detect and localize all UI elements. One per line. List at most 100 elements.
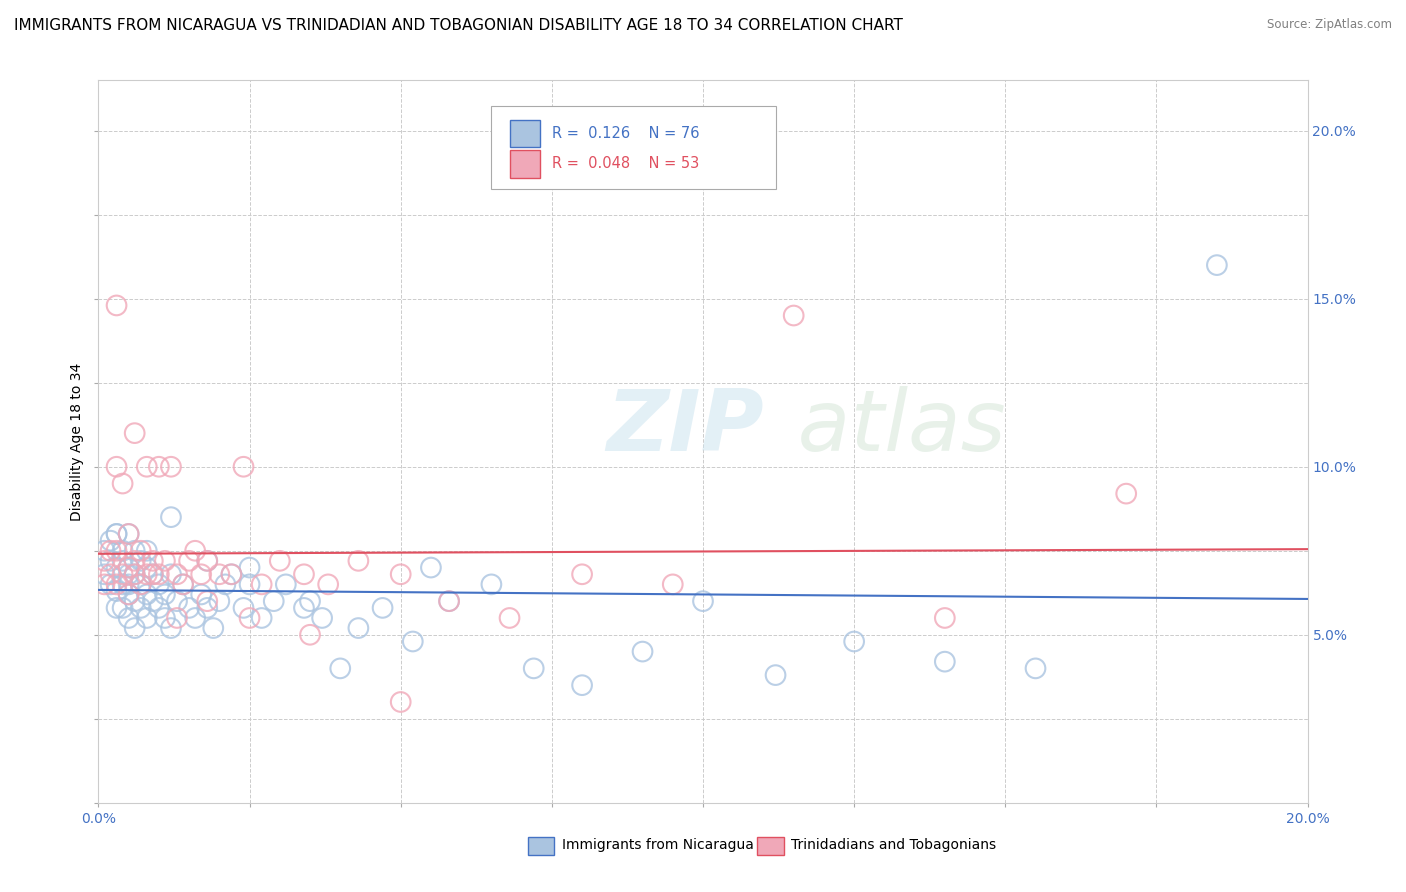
- Point: [111, 554, 134, 568]
- Point: [124, 426, 146, 441]
- Y-axis label: Disability Age 18 to 34: Disability Age 18 to 34: [70, 362, 84, 521]
- FancyBboxPatch shape: [492, 105, 776, 189]
- Point: [111, 543, 134, 558]
- Point: [129, 577, 152, 591]
- Point: [153, 611, 176, 625]
- Point: [105, 577, 128, 591]
- Point: [190, 567, 212, 582]
- Point: [274, 577, 297, 591]
- Point: [135, 567, 157, 582]
- Point: [100, 543, 122, 558]
- Point: [437, 594, 460, 608]
- Point: [1024, 661, 1046, 675]
- Point: [135, 587, 157, 601]
- Point: [142, 594, 165, 608]
- Point: [124, 621, 146, 635]
- Point: [142, 567, 165, 582]
- Point: [129, 577, 152, 591]
- Point: [93, 554, 115, 568]
- Point: [371, 600, 394, 615]
- Point: [105, 543, 128, 558]
- Text: R =  0.048    N = 53: R = 0.048 N = 53: [551, 156, 699, 171]
- Point: [148, 459, 170, 474]
- Point: [316, 577, 339, 591]
- Point: [148, 567, 170, 582]
- Point: [148, 577, 170, 591]
- Point: [124, 543, 146, 558]
- Point: [389, 567, 412, 582]
- Point: [783, 309, 806, 323]
- Point: [420, 560, 443, 574]
- Point: [118, 527, 141, 541]
- Point: [142, 554, 165, 568]
- Point: [934, 611, 956, 625]
- Point: [100, 567, 122, 582]
- Point: [105, 584, 128, 599]
- Point: [118, 560, 141, 574]
- Point: [190, 587, 212, 601]
- Point: [160, 459, 183, 474]
- Point: [661, 577, 683, 591]
- Point: [179, 554, 201, 568]
- Point: [347, 621, 370, 635]
- FancyBboxPatch shape: [509, 150, 540, 178]
- Point: [135, 543, 157, 558]
- Point: [221, 567, 243, 582]
- Point: [93, 567, 115, 582]
- Point: [299, 594, 322, 608]
- Point: [498, 611, 520, 625]
- Point: [135, 459, 157, 474]
- Point: [214, 577, 236, 591]
- Point: [160, 621, 183, 635]
- Text: ZIP: ZIP: [606, 385, 763, 468]
- Point: [269, 554, 291, 568]
- Point: [118, 587, 141, 601]
- Point: [172, 577, 194, 591]
- Point: [100, 554, 122, 568]
- Point: [232, 600, 254, 615]
- Point: [118, 527, 141, 541]
- Point: [111, 476, 134, 491]
- Point: [195, 554, 218, 568]
- Point: [118, 577, 141, 591]
- Point: [105, 459, 128, 474]
- Point: [195, 600, 218, 615]
- Point: [166, 594, 188, 608]
- Point: [118, 567, 141, 582]
- Point: [571, 567, 593, 582]
- Point: [571, 678, 593, 692]
- Point: [100, 533, 122, 548]
- Point: [232, 459, 254, 474]
- Point: [118, 611, 141, 625]
- Point: [160, 567, 183, 582]
- Point: [263, 594, 285, 608]
- FancyBboxPatch shape: [527, 837, 554, 855]
- Point: [153, 554, 176, 568]
- Point: [292, 567, 315, 582]
- Point: [111, 577, 134, 591]
- Text: Immigrants from Nicaragua: Immigrants from Nicaragua: [561, 838, 754, 853]
- Point: [239, 560, 262, 574]
- Point: [208, 594, 231, 608]
- Point: [142, 567, 165, 582]
- Point: [1206, 258, 1229, 272]
- Point: [105, 527, 128, 541]
- Point: [1115, 486, 1137, 500]
- Point: [135, 560, 157, 574]
- FancyBboxPatch shape: [509, 120, 540, 147]
- Point: [105, 298, 128, 312]
- Point: [250, 611, 273, 625]
- Point: [105, 600, 128, 615]
- Point: [347, 554, 370, 568]
- Point: [250, 577, 273, 591]
- Point: [195, 554, 218, 568]
- Point: [105, 560, 128, 574]
- Point: [124, 567, 146, 582]
- Point: [208, 567, 231, 582]
- Point: [402, 634, 425, 648]
- Point: [129, 600, 152, 615]
- Point: [329, 661, 352, 675]
- Point: [105, 527, 128, 541]
- Point: [523, 661, 546, 675]
- Point: [166, 611, 188, 625]
